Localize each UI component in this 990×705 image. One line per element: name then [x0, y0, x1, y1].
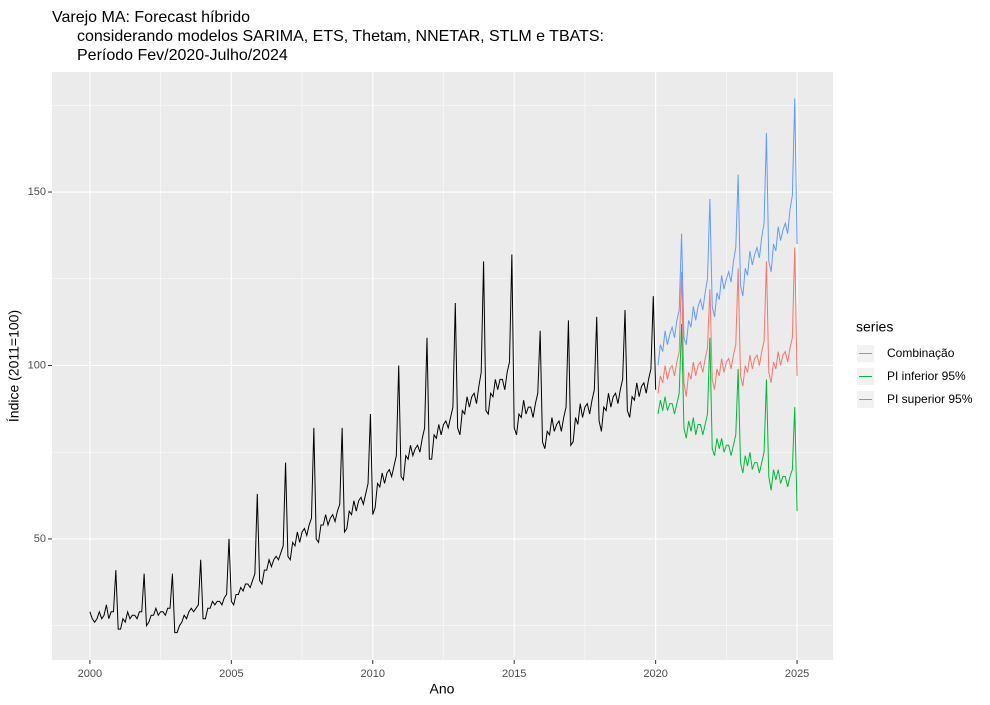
- x-tick-label: 2015: [502, 668, 526, 680]
- legend-label: PI superior 95%: [887, 392, 973, 406]
- series-line: [89, 254, 657, 634]
- series-line: [657, 323, 798, 512]
- x-tick-label: 2010: [361, 668, 385, 680]
- chart-subtitle: considerando modelos SARIMA, ETS, Thetam…: [77, 28, 604, 45]
- legend-label: PI inferior 95%: [887, 369, 966, 383]
- x-tick-label: 2020: [643, 668, 667, 680]
- y-tick-label: 150: [28, 186, 46, 198]
- legend: Combinação PI inferior 95% PI superior 95%: [857, 345, 973, 408]
- legend-label: Combinação: [887, 346, 955, 360]
- y-axis-title: Índice (2011=100): [6, 310, 22, 422]
- lines: [89, 98, 798, 634]
- y-tick-label: 50: [34, 533, 46, 545]
- chart-title: Varejo MA: Forecast híbrido: [52, 9, 250, 26]
- series-line: [657, 98, 798, 366]
- y-tick-label: 100: [28, 359, 46, 371]
- x-tick-label: 2000: [78, 668, 102, 680]
- chart-subtitle: Período Fev/2020-Julho/2024: [77, 47, 288, 64]
- x-tick-label: 2005: [219, 668, 243, 680]
- x-tick-label: 2025: [785, 668, 809, 680]
- series-line: [657, 247, 798, 397]
- x-axis-title: Ano: [430, 681, 455, 697]
- legend-title: series: [856, 319, 893, 335]
